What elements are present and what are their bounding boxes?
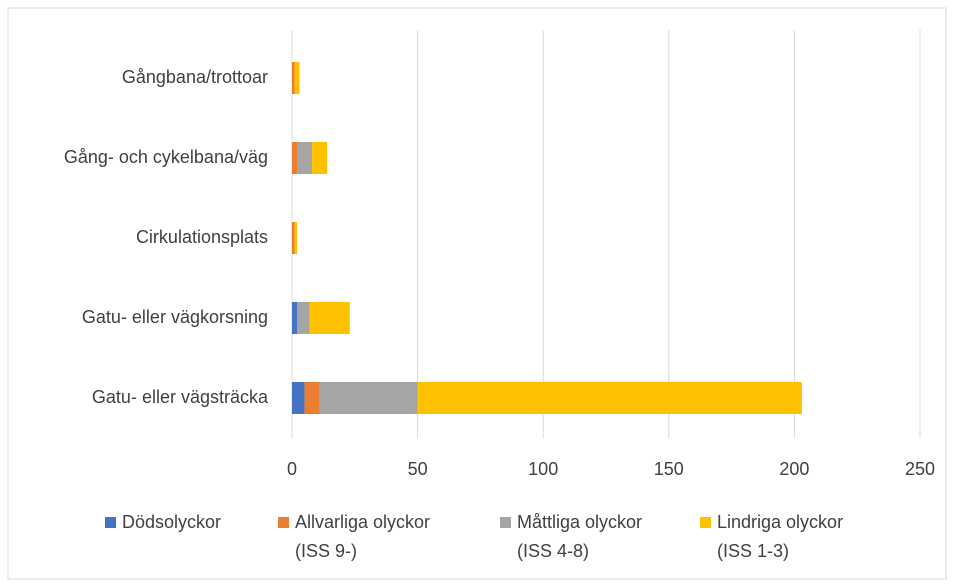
bar-segment [292,382,305,414]
bar-segment [292,302,298,334]
bar-segment [292,222,295,254]
x-tick-label: 50 [408,459,428,479]
bar-segment [304,382,320,414]
x-tick-label: 150 [654,459,684,479]
y-tick-label: Gatu- eller vägsträcka [92,387,269,407]
bar-segment [294,222,298,254]
legend-swatch [278,517,289,528]
bar-segment [309,302,350,334]
bar-segment [292,62,295,94]
x-tick-label: 0 [287,459,297,479]
bar-segment [292,142,298,174]
bar-segment [319,382,418,414]
y-tick-label: Gång- och cykelbana/väg [64,147,268,167]
legend-swatch [700,517,711,528]
x-tick-label: 200 [779,459,809,479]
bar-segment [297,302,310,334]
legend-swatch [500,517,511,528]
bar-segment [297,142,313,174]
bar-segment [294,62,300,94]
x-tick-label: 250 [905,459,935,479]
y-tick-label: Gångbana/trottoar [122,67,268,87]
bar-segment [312,142,328,174]
y-tick-label: Gatu- eller vägkorsning [82,307,268,327]
legend-label: Allvarliga olyckor (ISS 9-) [295,512,431,561]
chart-border [7,7,947,580]
x-tick-label: 100 [528,459,558,479]
legend-label: Måttliga olyckor (ISS 4-8) [517,512,643,561]
bar-segment [417,382,802,414]
legend-label: Lindriga olyckor (ISS 1-3) [717,512,844,561]
legend-swatch [105,517,116,528]
y-tick-label: Cirkulationsplats [136,227,268,247]
legend-label: Dödsolyckor [122,512,222,532]
